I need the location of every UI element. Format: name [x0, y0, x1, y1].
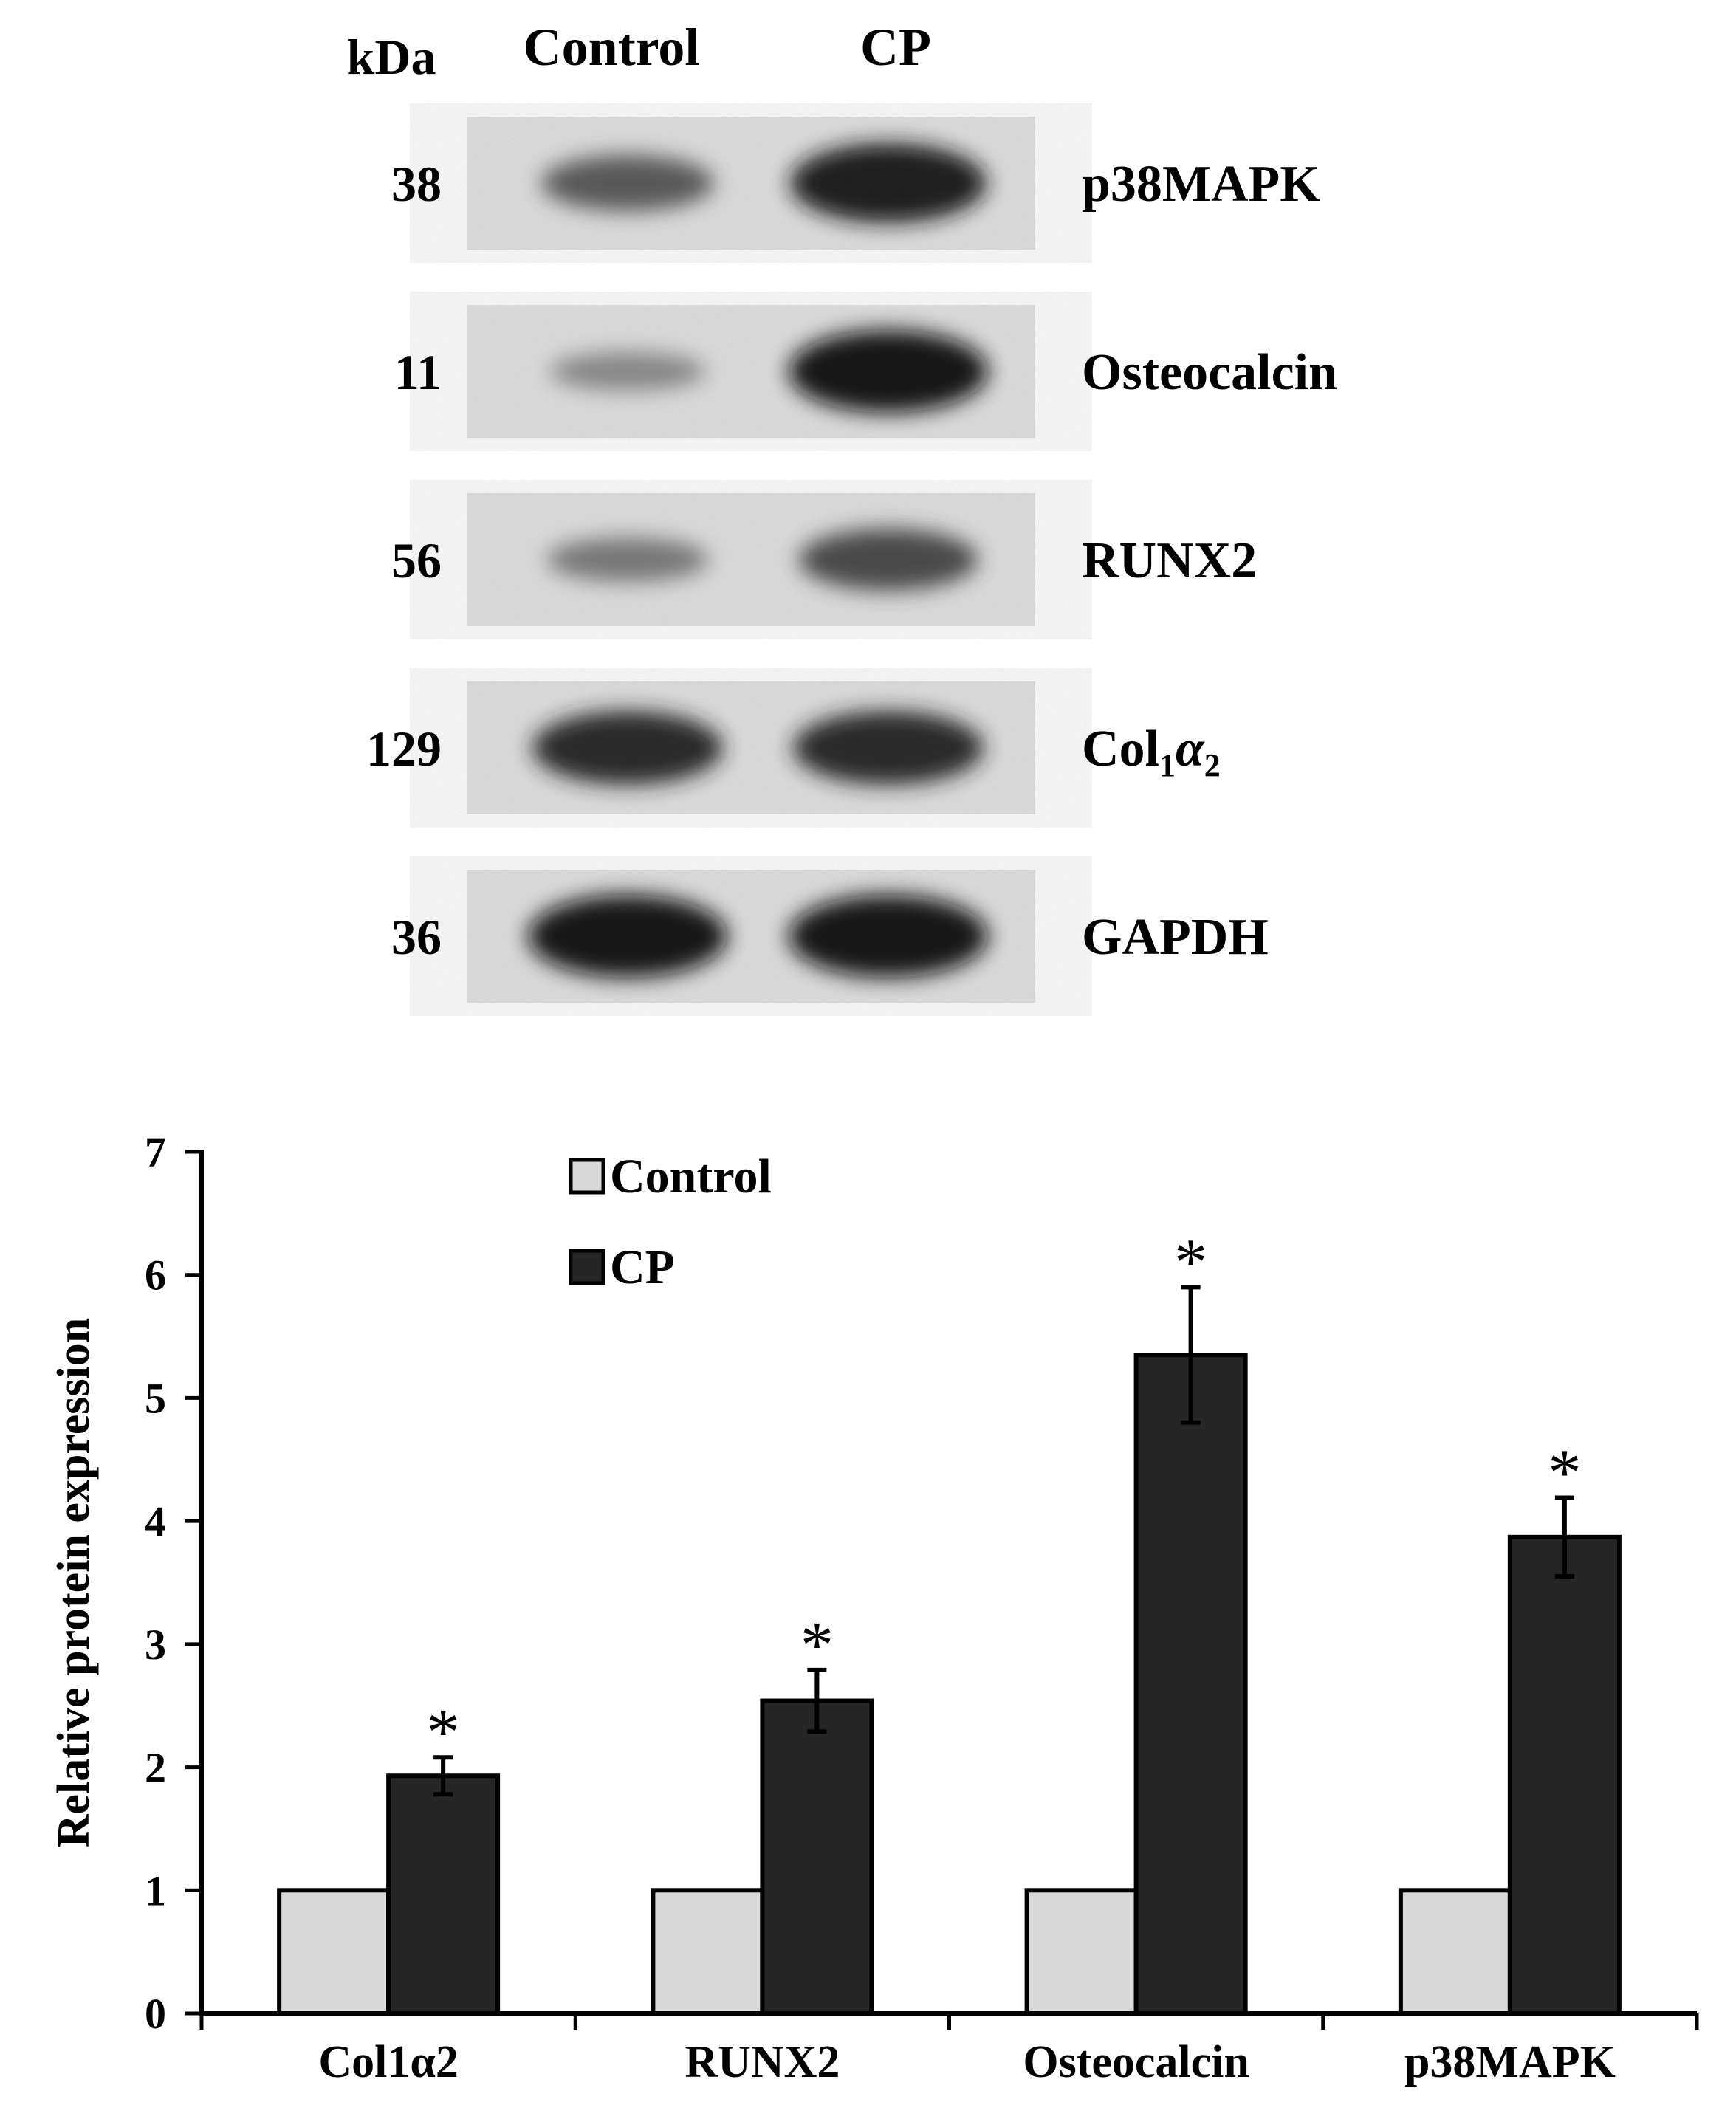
y-tick-label: 3 [145, 1621, 166, 1669]
y-axis-ticks: 0 1 2 3 4 5 6 7 [145, 1128, 202, 2038]
kda-value: 56 [391, 532, 442, 588]
band-cp [789, 330, 988, 413]
blot-row: 38 p38MAPK [391, 117, 1320, 250]
bars: * * * * [277, 1226, 1622, 2016]
kda-value: 38 [391, 156, 442, 212]
blot-rows: 38 p38MAPK 11 Osteocalcin 56 RUNX2 129 Col1α2 36… [366, 117, 1337, 1003]
significance-marker: * [800, 1609, 834, 1682]
protein-label-alpha: α [1176, 721, 1205, 777]
protein-label: p38MAPK [1082, 156, 1320, 213]
legend: Control CP [569, 1150, 772, 1294]
kda-header: kDa [347, 29, 436, 85]
band-control [541, 155, 714, 211]
protein-label-sub: 1 [1159, 747, 1176, 783]
band-cp [790, 143, 987, 223]
protein-label: RUNX2 [1082, 532, 1257, 589]
blot-row: 56 RUNX2 [391, 493, 1257, 626]
x-axis-ticks [199, 2013, 1699, 2030]
band-cp [789, 895, 988, 978]
protein-label-sub: 2 [1204, 747, 1221, 783]
band-cp [799, 529, 978, 591]
bar-chart: 0 1 2 3 4 5 6 7 * * * * Col1α2 RUNX2 Osteocalcin p38M… [49, 1128, 1699, 2087]
significance-marker: * [1548, 1436, 1581, 1509]
bar-control [1398, 1888, 1512, 2016]
blot-row: 11 Osteocalcin [394, 305, 1337, 438]
y-tick-label: 2 [145, 1744, 166, 1792]
band-cp [793, 711, 984, 785]
kda-value: 36 [391, 909, 442, 965]
y-tick-label: 6 [145, 1251, 166, 1299]
bar-control [1024, 1888, 1139, 2016]
x-tick-labels: Col1α2 RUNX2 Osteocalcin p38MAPK [318, 2037, 1615, 2087]
x-tick-label: Osteocalcin [1023, 2037, 1249, 2087]
x-tick-label: Col1α2 [318, 2037, 459, 2087]
band-control [532, 711, 723, 785]
kda-value: 11 [394, 344, 442, 400]
significance-marker: * [1174, 1226, 1207, 1299]
blot-row: 36 GAPDH [391, 870, 1269, 1003]
y-tick-label: 0 [145, 1990, 166, 2038]
bar-cp [760, 1698, 874, 2016]
blot-row: 129 Col1α2 [366, 681, 1221, 814]
lane-label-cp: CP [860, 18, 931, 77]
western-blot-panel: kDa Control CP 38 p38MAPK 11 Osteocalcin 56 R… [347, 18, 1337, 1003]
bar-cp [386, 1773, 501, 2016]
protein-label: Osteocalcin [1082, 344, 1337, 401]
band-control [550, 352, 705, 391]
bar-control [651, 1888, 765, 2016]
x-tick-label: p38MAPK [1404, 2037, 1616, 2087]
legend-label-control: Control [610, 1150, 772, 1203]
bar-cp [1507, 1534, 1622, 2016]
bar-cp [1133, 1353, 1248, 2016]
y-tick-label: 4 [145, 1497, 166, 1545]
bar-control [277, 1888, 391, 2016]
kda-value: 129 [366, 721, 442, 777]
y-tick-label: 5 [145, 1374, 166, 1422]
legend-swatch-cp [569, 1249, 605, 1285]
band-control [547, 538, 708, 582]
x-tick-label: RUNX2 [685, 2037, 840, 2087]
band-control [528, 895, 727, 978]
y-axis-label: Relative protein expression [49, 1318, 99, 1848]
significance-marker: * [427, 1696, 460, 1769]
lane-label-control: Control [524, 18, 700, 77]
legend-swatch-control [569, 1158, 605, 1195]
protein-label: Col1α2 [1082, 721, 1221, 783]
y-tick-label: 7 [145, 1128, 166, 1176]
y-tick-label: 1 [145, 1866, 166, 1914]
legend-label-cp: CP [610, 1240, 675, 1294]
protein-label: GAPDH [1082, 909, 1269, 966]
